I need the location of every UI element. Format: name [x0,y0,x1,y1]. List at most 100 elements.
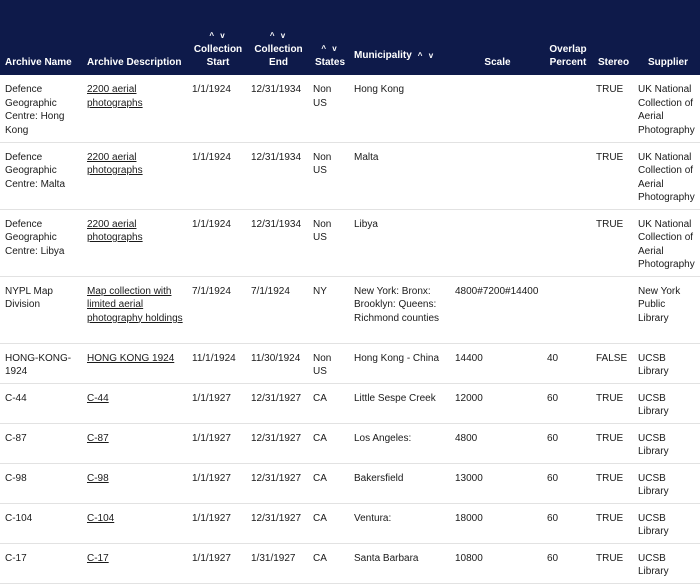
col-header-supplier[interactable]: Supplier [633,0,700,75]
cell-collection-start: 1/1/1927 [187,463,246,504]
cell-archive-description: 2200 aerial photographs [82,209,187,277]
cell-municipality: Ventura: [349,503,450,544]
cell-stereo: TRUE [591,423,633,464]
cell-states: NY [308,276,349,344]
cell-collection-end: 12/31/1934 [246,142,308,210]
cell-overlap-percent: 60 [542,423,591,464]
col-header-collection-end[interactable]: ^ v Collection End [246,0,308,75]
cell-collection-end: 7/1/1924 [246,276,308,344]
cell-archive-name: HONG-KONG-1924 [0,343,82,384]
cell-overlap-percent: 60 [542,503,591,544]
cell-supplier: UCSB Library [633,503,700,544]
cell-stereo: TRUE [591,209,633,277]
cell-supplier: UCSB Library [633,343,700,384]
col-header-states[interactable]: ^ v States [308,0,349,75]
cell-scale [450,209,542,277]
cell-overlap-percent: 60 [542,463,591,504]
cell-archive-name: Defence Geographic Centre: Malta [0,142,82,210]
cell-scale: 13000 [450,463,542,504]
sort-arrows-icon[interactable]: ^ v [321,44,339,53]
archive-description-link[interactable]: 2200 aerial photographs [87,218,143,244]
cell-collection-start: 1/1/1924 [187,142,246,210]
archive-description-link[interactable]: C-98 [87,472,109,484]
cell-collection-end: 1/31/1927 [246,543,308,584]
cell-archive-name: C-98 [0,463,82,504]
table-row: C-104 C-104 1/1/1927 12/31/1927 CA Ventu… [0,503,700,544]
cell-states: CA [308,543,349,584]
cell-municipality: Malta [349,142,450,210]
col-header-overlap-percent[interactable]: Overlap Percent [542,0,591,75]
cell-stereo: TRUE [591,75,633,143]
table-row: C-17 C-17 1/1/1927 1/31/1927 CA Santa Ba… [0,543,700,584]
cell-scale [450,75,542,143]
archive-description-link[interactable]: C-104 [87,512,115,524]
cell-stereo [591,276,633,344]
cell-municipality: New York: Bronx: Brooklyn: Queens: Richm… [349,276,450,344]
cell-municipality: Little Sespe Creek [349,383,450,424]
cell-archive-description: 2200 aerial photographs [82,75,187,143]
cell-states: CA [308,463,349,504]
cell-supplier: UCSB Library [633,543,700,584]
col-header-archive-name[interactable]: Archive Name [0,0,82,75]
cell-scale: 14400 [450,343,542,384]
archive-description-link[interactable]: 2200 aerial photographs [87,84,143,109]
cell-archive-description: C-98 [82,463,187,504]
cell-states: Non US [308,142,349,210]
cell-overlap-percent [542,75,591,143]
table-header-row: Archive Name Archive Description ^ v Col… [0,0,700,75]
cell-collection-end: 12/31/1927 [246,503,308,544]
sort-arrows-icon[interactable]: ^ v [269,31,288,40]
cell-states: CA [308,503,349,544]
cell-archive-description: C-44 [82,383,187,424]
table-row: Defence Geographic Centre: Libya 2200 ae… [0,209,700,277]
table-row: C-44 C-44 1/1/1927 12/31/1927 CA Little … [0,383,700,424]
cell-overlap-percent [542,276,591,344]
table-row: HONG-KONG-1924 HONG KONG 1924 11/1/1924 … [0,343,700,384]
col-header-archive-description[interactable]: Archive Description [82,0,187,75]
cell-archive-description: Map collection with limited aerial photo… [82,276,187,344]
cell-collection-start: 1/1/1927 [187,503,246,544]
table-row: C-98 C-98 1/1/1927 12/31/1927 CA Bakersf… [0,463,700,504]
cell-archive-description: C-87 [82,423,187,464]
cell-stereo: TRUE [591,463,633,504]
cell-states: CA [308,383,349,424]
cell-municipality: Hong Kong - China [349,343,450,384]
col-header-stereo[interactable]: Stereo [591,0,633,75]
cell-stereo: TRUE [591,543,633,584]
col-header-municipality[interactable]: Municipality ^ v [349,0,450,75]
cell-overlap-percent: 60 [542,543,591,584]
cell-states: Non US [308,343,349,384]
col-header-scale[interactable]: Scale [450,0,542,75]
cell-collection-end: 11/30/1924 [246,343,308,384]
archive-description-link[interactable]: C-17 [87,552,109,564]
cell-supplier: UCSB Library [633,463,700,504]
cell-states: CA [308,423,349,464]
cell-collection-start: 7/1/1924 [187,276,246,344]
cell-archive-name: C-87 [0,423,82,464]
cell-collection-start: 1/1/1927 [187,423,246,464]
cell-scale: 4800 [450,423,542,464]
cell-overlap-percent: 40 [542,343,591,384]
cell-scale: 18000 [450,503,542,544]
archive-description-link[interactable]: 2200 aerial photographs [87,151,143,177]
archive-description-link[interactable]: Map collection with limited aerial photo… [87,285,183,324]
cell-collection-start: 1/1/1927 [187,543,246,584]
cell-archive-name: C-44 [0,383,82,424]
table-row: NYPL Map Division Map collection with li… [0,276,700,344]
cell-stereo: FALSE [591,343,633,384]
sort-arrows-icon[interactable]: ^ v [209,31,227,40]
sort-arrows-icon[interactable]: ^ v [417,51,436,60]
archive-description-link[interactable]: C-44 [87,392,109,404]
cell-collection-start: 11/1/1924 [187,343,246,384]
cell-collection-start: 1/1/1924 [187,75,246,143]
cell-stereo: TRUE [591,142,633,210]
archive-description-link[interactable]: C-87 [87,432,109,444]
cell-scale: 12000 [450,383,542,424]
table-row: C-87 C-87 1/1/1927 12/31/1927 CA Los Ang… [0,423,700,464]
col-header-collection-start[interactable]: ^ v Collection Start [187,0,246,75]
cell-archive-description: 2200 aerial photographs [82,142,187,210]
cell-municipality: Libya [349,209,450,277]
cell-collection-end: 12/31/1927 [246,423,308,464]
archive-description-link[interactable]: HONG KONG 1924 [87,352,175,364]
